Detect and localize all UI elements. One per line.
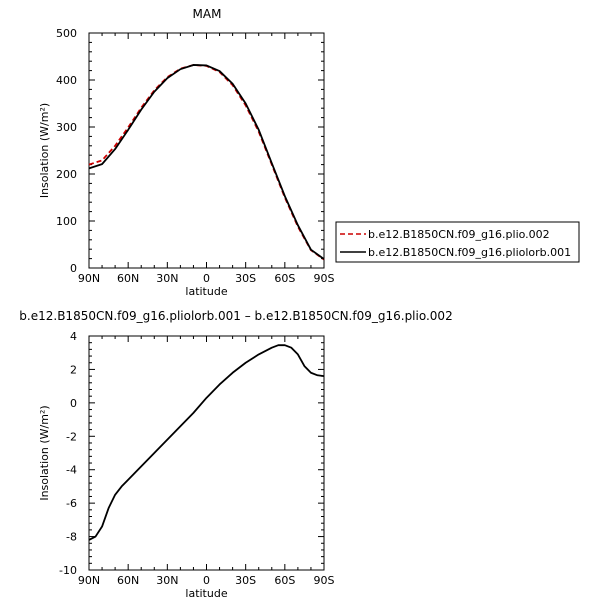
y-tick-label: 0	[70, 397, 77, 410]
y-tick-label: 2	[70, 363, 77, 376]
chart-title-2: b.e12.B1850CN.f09_g16.pliolorb.001 – b.e…	[19, 309, 452, 323]
x-tick-label: 90S	[314, 272, 335, 285]
x-tick-label: 90N	[78, 272, 100, 285]
legend-label: b.e12.B1850CN.f09_g16.plio.002	[368, 228, 550, 241]
legend-label: b.e12.B1850CN.f09_g16.pliolorb.001	[368, 246, 571, 259]
x-tick-label: 0	[203, 574, 210, 587]
legend-box	[335, 221, 580, 263]
y-tick-label: -8	[66, 531, 77, 544]
y-tick-label: 500	[56, 27, 77, 40]
y-tick-label: 200	[56, 168, 77, 181]
x-tick-label: 90N	[78, 574, 100, 587]
series-line-1-1	[88, 64, 325, 261]
x-tick-label: 0	[203, 272, 210, 285]
series-line-2-1	[88, 344, 325, 541]
x-tick-label: 60N	[117, 272, 139, 285]
x-tick-label: 60S	[274, 574, 295, 587]
x-tick-label: 60N	[117, 574, 139, 587]
plot-frame-2	[88, 335, 325, 571]
y-axis-label: Insolation (W/m²)	[38, 103, 51, 198]
y-tick-label: -4	[66, 464, 77, 477]
x-tick-label: 90S	[314, 574, 335, 587]
y-axis-label: Insolation (W/m²)	[38, 405, 51, 500]
plot-frame-1	[88, 32, 325, 269]
x-tick-label: 60S	[274, 272, 295, 285]
x-tick-label: 30N	[156, 574, 178, 587]
y-tick-label: 400	[56, 74, 77, 87]
x-tick-label: 30S	[235, 272, 256, 285]
y-tick-label: -6	[66, 497, 77, 510]
x-axis-label: latitude	[185, 587, 227, 600]
y-tick-label: 4	[70, 330, 77, 343]
x-axis-label: latitude	[185, 285, 227, 298]
y-tick-label: 300	[56, 121, 77, 134]
series-line-1-2	[88, 64, 325, 260]
x-tick-label: 30N	[156, 272, 178, 285]
x-tick-label: 30S	[235, 574, 256, 587]
y-tick-label: 0	[70, 262, 77, 275]
y-tick-label: -10	[59, 564, 77, 577]
y-tick-label: -2	[66, 430, 77, 443]
y-tick-label: 100	[56, 215, 77, 228]
chart-title-1: MAM	[193, 7, 222, 21]
